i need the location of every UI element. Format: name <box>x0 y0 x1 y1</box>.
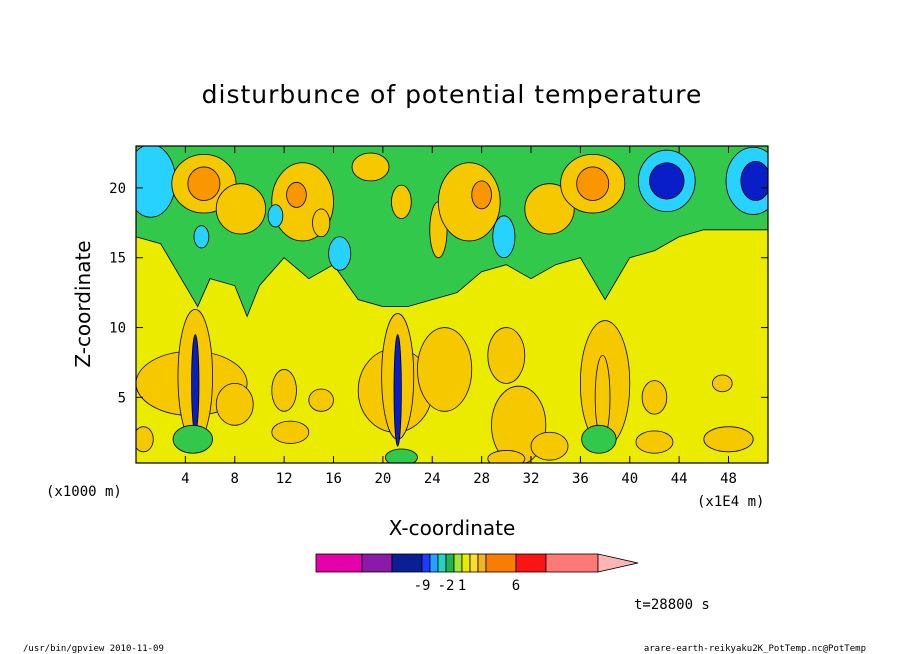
x-tick-label: 16 <box>325 471 342 487</box>
colorbar-band <box>429 553 439 573</box>
colorbar-extend-triangle <box>597 553 639 573</box>
contour-blob <box>286 181 307 208</box>
contour-blob <box>384 448 418 463</box>
contour-blob <box>712 374 733 393</box>
contour-blob <box>393 334 402 447</box>
contour-blob <box>328 236 352 271</box>
colorbar-tick-label: -2 <box>438 578 455 594</box>
contour-blob <box>417 327 473 412</box>
y-tick-label: 10 <box>109 321 126 337</box>
contour-blob <box>271 420 310 444</box>
contour-blob <box>438 162 501 242</box>
contour-blob <box>391 184 412 220</box>
contour-blob <box>471 180 492 210</box>
colorbar-band <box>515 553 547 573</box>
x-tick-label: 20 <box>374 471 391 487</box>
y-tick-label: 5 <box>118 390 126 406</box>
contour-blob <box>136 426 154 453</box>
contour-blob <box>312 208 331 238</box>
x-tick-label: 40 <box>621 471 638 487</box>
x-unit-left: (x1000 m) <box>46 484 122 500</box>
contour-blob <box>576 166 610 201</box>
colorbar-tick-label: -9 <box>414 578 431 594</box>
colorbar-band <box>461 553 471 573</box>
x-tick-label: 48 <box>720 471 737 487</box>
contour-blob <box>267 204 284 228</box>
contour-blob <box>492 215 516 259</box>
footer-left: /usr/bin/gpview 2010-11-09 <box>23 644 164 654</box>
colorbar-band <box>391 553 423 573</box>
colorbar-band <box>485 553 517 573</box>
footer-right: arare-earth-reikyaku2K_PotTemp.nc@PotTem… <box>644 644 866 654</box>
contour-blob <box>215 183 267 235</box>
contour-blob <box>635 430 674 454</box>
contour-blob <box>271 369 297 412</box>
contour-blob <box>703 426 754 453</box>
y-tick-label: 15 <box>109 251 126 267</box>
contour-blob <box>524 183 575 235</box>
colorbar-band <box>545 553 599 573</box>
contour-blob <box>649 162 685 200</box>
colorbar-band <box>445 553 455 573</box>
x-tick-label: 4 <box>181 471 189 487</box>
contour-blob <box>641 380 668 415</box>
colorbar-band <box>469 553 479 573</box>
x-tick-label: 24 <box>424 471 441 487</box>
y-tick-label: 20 <box>109 181 126 197</box>
contour-blob <box>172 424 213 454</box>
contour-blob <box>191 334 200 433</box>
chart-title: disturbunce of potential temperature <box>202 80 703 109</box>
x-tick-label: 32 <box>523 471 540 487</box>
x-tick-label: 12 <box>276 471 293 487</box>
contour-blob <box>487 450 526 463</box>
x-tick-label: 28 <box>473 471 490 487</box>
colorbar-tick-label: 6 <box>512 578 520 594</box>
time-label: t=28800 s <box>634 597 710 613</box>
contour-blob <box>193 225 210 249</box>
x-tick-label: 36 <box>572 471 589 487</box>
x-axis-label: X-coordinate <box>389 516 516 540</box>
contour-blobs <box>136 146 768 463</box>
x-unit-right: (x1E4 m) <box>697 494 764 510</box>
colorbar-band <box>421 553 431 573</box>
colorbar-band <box>437 553 447 573</box>
colorbar-tick-label: 1 <box>458 578 466 594</box>
y-axis-label: Z-coordinate <box>71 240 95 367</box>
contour-blob <box>136 146 176 218</box>
x-tick-label: 8 <box>231 471 239 487</box>
plot-frame <box>135 145 769 464</box>
colorbar-band <box>453 553 463 573</box>
field-layer <box>135 145 769 463</box>
colorbar-band <box>477 553 487 573</box>
contour-blob <box>187 166 221 201</box>
colorbar: -9 -2 1 6 <box>315 553 639 594</box>
contour-blob <box>351 152 390 182</box>
contour-blob <box>308 388 334 412</box>
contour-blob <box>581 424 617 454</box>
colorbar-band <box>361 553 393 573</box>
contour-blob <box>215 383 254 426</box>
contour-blob <box>487 327 526 384</box>
colorbar-band <box>315 553 363 573</box>
x-tick-label: 44 <box>671 471 688 487</box>
contour-blob <box>740 160 768 201</box>
contour-blob <box>530 431 569 461</box>
